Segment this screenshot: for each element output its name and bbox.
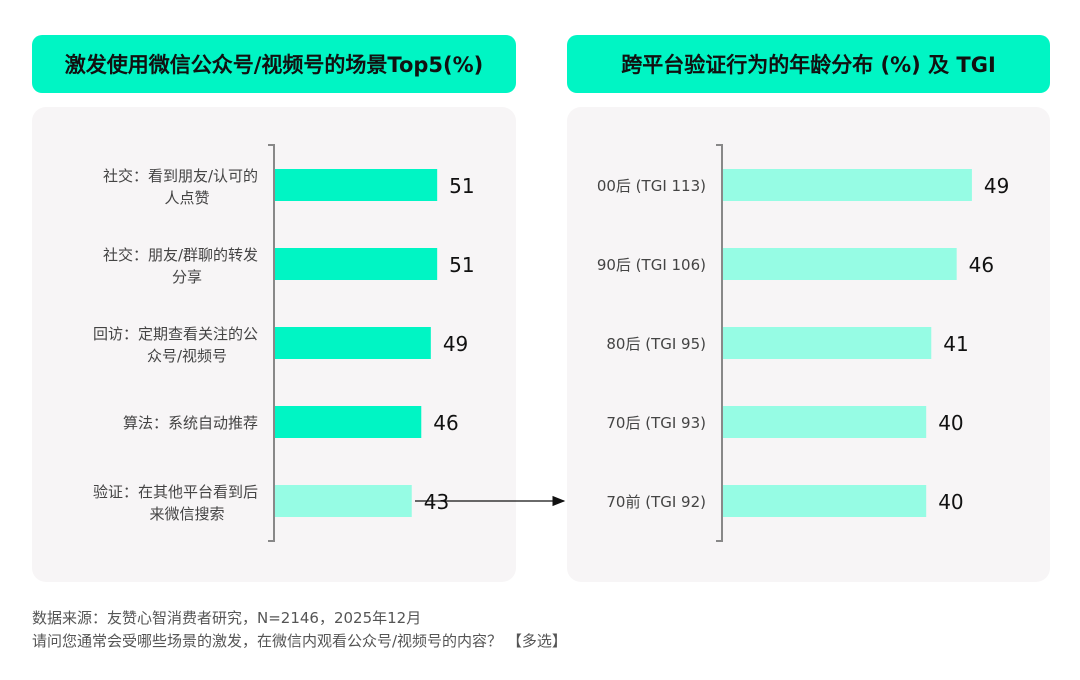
- left-category-label: 算法：系统自动推荐: [123, 414, 258, 432]
- right-bar: [723, 169, 972, 201]
- left-bar: [275, 406, 422, 438]
- left-bar: [275, 485, 412, 517]
- left-category-label: 社交：朋友/群聊的转发: [103, 246, 258, 264]
- left-axis-line: [268, 144, 275, 542]
- left-category-label: 社交：看到朋友/认可的: [103, 167, 258, 185]
- right-category-label: 70后 (TGI 93): [606, 414, 706, 432]
- left-category-label: 分享: [172, 268, 202, 286]
- right-data-label: 49: [984, 174, 1009, 198]
- left-data-label: 51: [449, 174, 474, 198]
- footer-source: 数据来源：友赞心智消费者研究，N=2146，2025年12月: [32, 609, 422, 627]
- left-data-label: 43: [424, 490, 449, 514]
- left-data-label: 46: [433, 411, 458, 435]
- right-bar: [723, 248, 957, 280]
- right-bar: [723, 327, 932, 359]
- right-data-label: 40: [938, 411, 963, 435]
- right-chart-title: 跨平台验证行为的年龄分布 (%) 及 TGI: [567, 35, 1050, 93]
- left-category-label: 来微信搜索: [149, 505, 224, 523]
- right-data-label: 41: [943, 332, 968, 356]
- left-category-label: 验证：在其他平台看到后: [93, 483, 258, 501]
- right-data-label: 46: [969, 253, 994, 277]
- footer-question: 请问您通常会受哪些场景的激发，在微信内观看公众号/视频号的内容？ 【多选】: [32, 632, 567, 650]
- left-bar: [275, 169, 438, 201]
- left-category-label: 人点赞: [164, 189, 209, 207]
- left-category-label: 回访：定期查看关注的公: [93, 325, 258, 343]
- left-data-label: 51: [449, 253, 474, 277]
- right-data-label: 40: [938, 490, 963, 514]
- left-data-label: 49: [443, 332, 468, 356]
- left-bar: [275, 327, 431, 359]
- right-category-label: 90后 (TGI 106): [597, 256, 706, 274]
- left-chart-title: 激发使用微信公众号/视频号的场景Top5(%): [32, 35, 516, 93]
- right-category-label: 00后 (TGI 113): [597, 177, 706, 195]
- right-bar: [723, 485, 927, 517]
- left-category-label: 众号/视频号: [147, 347, 227, 365]
- left-bar: [275, 248, 438, 280]
- right-category-label: 80后 (TGI 95): [606, 335, 706, 353]
- right-category-label: 70前 (TGI 92): [606, 493, 706, 511]
- right-bar: [723, 406, 927, 438]
- right-axis-line: [716, 144, 723, 542]
